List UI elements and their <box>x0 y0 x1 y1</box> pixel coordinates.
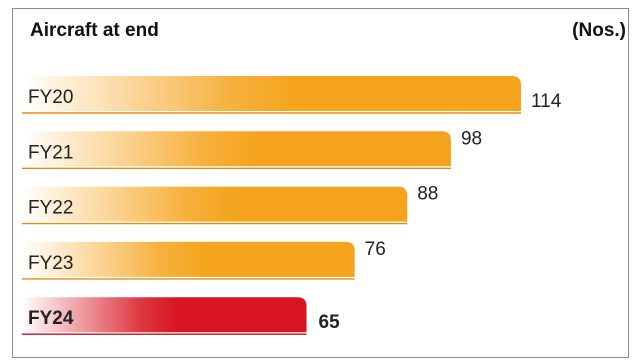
bar-fy24 <box>22 297 307 333</box>
category-label-fy23: FY23 <box>28 253 73 274</box>
category-label-fy21: FY21 <box>28 142 73 163</box>
value-label-fy20: 114 <box>531 91 562 112</box>
chart-unit: (Nos.) <box>572 20 626 41</box>
value-label-fy21: 98 <box>461 128 482 149</box>
category-label-fy22: FY22 <box>28 198 73 219</box>
bar-fy23 <box>22 241 355 277</box>
category-label-fy20: FY20 <box>28 87 73 108</box>
value-label-fy23: 76 <box>365 239 386 260</box>
category-label-fy24: FY24 <box>28 308 74 329</box>
bar-fy20 <box>22 76 521 111</box>
bar-fy21 <box>22 131 451 167</box>
value-label-fy24: 65 <box>319 312 341 333</box>
chart-title: Aircraft at end <box>30 20 159 41</box>
bar-fy22 <box>22 186 408 222</box>
value-label-fy22: 88 <box>417 184 438 205</box>
